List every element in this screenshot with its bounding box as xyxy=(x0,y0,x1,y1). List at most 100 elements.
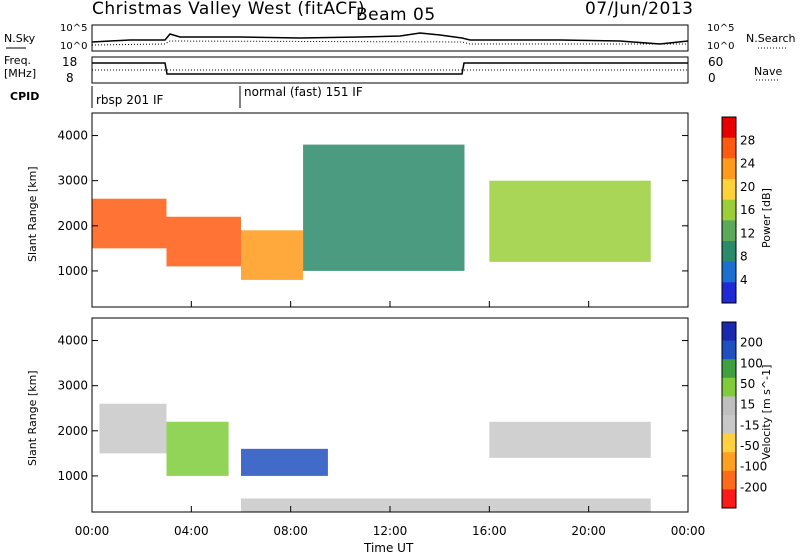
y-tick-label: 2000 xyxy=(57,424,88,438)
colorbar-tick-label: 8 xyxy=(740,250,748,264)
beam-label: Beam 05 xyxy=(356,5,436,25)
scatter-region xyxy=(489,180,651,262)
x-tick-label: 16:00 xyxy=(472,524,507,538)
scatter-region xyxy=(489,421,651,458)
velocity-plot-area xyxy=(92,318,688,512)
y-tick-label: 4000 xyxy=(57,129,88,143)
scatter-region xyxy=(241,448,328,476)
velocity-y-axis: 4000 3000 2000 1000 xyxy=(57,334,688,483)
colorbar-swatch xyxy=(722,137,736,159)
nsky-tick-bottom: 10^0 xyxy=(60,41,87,52)
freq-trace xyxy=(92,62,688,75)
nsky-trace xyxy=(91,32,689,45)
cpid-segment-2: normal (fast) 151 IF xyxy=(244,85,363,99)
nave-tick-bottom: 0 xyxy=(708,71,716,85)
y-tick-label: 2000 xyxy=(57,219,88,233)
freq-panel: Freq. [MHz] 18 8 60 0 Nave xyxy=(4,54,782,85)
colorbar-swatch xyxy=(722,158,736,180)
colorbar-swatch xyxy=(722,359,736,379)
colorbar-tick-label: 20 xyxy=(740,180,755,194)
cpid-segment-1: rbsp 201 IF xyxy=(96,93,163,107)
y-tick-label: 4000 xyxy=(57,334,88,348)
velocity-colorbar-label: Velocity [m s^-1] xyxy=(760,365,773,460)
colorbar-swatch xyxy=(722,415,736,435)
velocity-panel: 4000 3000 2000 1000 Slant Range [km] 200 100… xyxy=(26,317,773,513)
colorbar-frame xyxy=(721,321,737,509)
colorbar-swatch xyxy=(722,433,736,453)
colorbar-swatch xyxy=(722,241,736,263)
colorbar-tick-label: 16 xyxy=(740,203,755,217)
x-tick-label: 12:00 xyxy=(373,524,408,538)
colorbar-swatch xyxy=(722,377,736,397)
colorbar-swatch xyxy=(722,489,736,509)
colorbar-tick-label: 12 xyxy=(740,226,755,240)
colorbar-swatch xyxy=(722,282,736,304)
colorbar-swatch xyxy=(722,322,736,342)
y-tick-label: 3000 xyxy=(57,174,88,188)
colorbar-tick-label: 50 xyxy=(740,377,755,391)
colorbar-tick-label: -15 xyxy=(740,418,760,432)
freq-tick-top: 18 xyxy=(62,55,77,69)
power-ylabel: Slant Range [km] xyxy=(26,166,39,262)
station-title: Christmas Valley West (fitACF) xyxy=(92,0,365,19)
y-tick-label: 1000 xyxy=(57,469,88,483)
power-y-axis: 4000 3000 2000 1000 xyxy=(57,129,688,278)
colorbar-swatch xyxy=(722,199,736,221)
colorbar-swatch xyxy=(722,396,736,416)
y-tick-label: 1000 xyxy=(57,264,88,278)
colorbar-tick-label: 100 xyxy=(740,356,763,370)
x-tick-label: 04:00 xyxy=(174,524,209,538)
colorbar-swatch xyxy=(722,452,736,472)
power-marks xyxy=(92,144,651,280)
scatter-region xyxy=(166,216,241,267)
y-tick-label: 3000 xyxy=(57,379,88,393)
nsearch-trace xyxy=(91,40,688,46)
nsearch-tick-bottom: 10^0 xyxy=(707,41,734,52)
colorbar-swatch xyxy=(722,117,736,139)
date-label: 07/Jun/2013 xyxy=(585,0,693,19)
power-colorbar-label: Power [dB] xyxy=(760,188,773,248)
x-axis-label: Time UT xyxy=(363,541,414,554)
colorbar-tick-label: 200 xyxy=(740,336,763,350)
velocity-ylabel: Slant Range [km] xyxy=(26,370,39,466)
power-panel: 4000 3000 2000 1000 Slant Range [km] 28 24 20… xyxy=(26,112,773,308)
nave-label: Nave xyxy=(754,65,782,78)
colorbar-tick-label: -100 xyxy=(740,460,767,474)
time-axis: 00:00 04:00 08:00 12:00 16:00 20:00 00:00 xyxy=(75,301,706,538)
x-tick-label: 00:00 xyxy=(75,524,110,538)
freq-label: Freq. xyxy=(4,54,31,67)
colorbar-tick-label: -50 xyxy=(740,439,760,453)
freq-tick-bottom: 8 xyxy=(66,71,74,85)
nsearch-label: N.Search xyxy=(746,32,796,45)
cpid-label: CPID xyxy=(10,90,39,103)
colorbar-swatch xyxy=(722,261,736,283)
x-tick-label: 20:00 xyxy=(571,524,606,538)
velocity-colorbar: 200 100 50 15 -15 -50 -100 -200 xyxy=(721,321,767,509)
scatter-region xyxy=(92,198,167,249)
scatter-region xyxy=(303,144,465,271)
nsky-label: N.Sky xyxy=(4,32,36,45)
scatter-region xyxy=(241,230,304,280)
power-colorbar: 28 24 20 16 12 8 4 xyxy=(721,116,755,304)
colorbar-swatch xyxy=(722,220,736,242)
colorbar-frame xyxy=(721,116,737,304)
x-tick-label: 00:00 xyxy=(671,524,706,538)
colorbar-tick-label: 15 xyxy=(740,398,755,412)
scatter-region xyxy=(166,421,229,476)
nave-tick-top: 60 xyxy=(708,55,723,69)
nsky-panel: N.Sky 10^5 10^0 10^5 10^0 N.Search xyxy=(4,23,796,52)
colorbar-tick-label: 24 xyxy=(740,157,755,171)
nsky-tick-top: 10^5 xyxy=(60,23,87,34)
colorbar-swatch xyxy=(722,340,736,360)
colorbar-swatch xyxy=(722,470,736,490)
cpid-panel: CPID rbsp 201 IF normal (fast) 151 IF xyxy=(10,85,363,108)
colorbar-tick-label: 4 xyxy=(740,273,748,287)
colorbar-tick-label: 28 xyxy=(740,133,755,147)
colorbar-tick-label: -200 xyxy=(740,480,767,494)
scatter-region xyxy=(99,403,167,454)
x-tick-label: 08:00 xyxy=(273,524,308,538)
velocity-marks xyxy=(99,403,651,512)
scatter-region xyxy=(241,498,651,512)
colorbar-swatch xyxy=(722,179,736,201)
